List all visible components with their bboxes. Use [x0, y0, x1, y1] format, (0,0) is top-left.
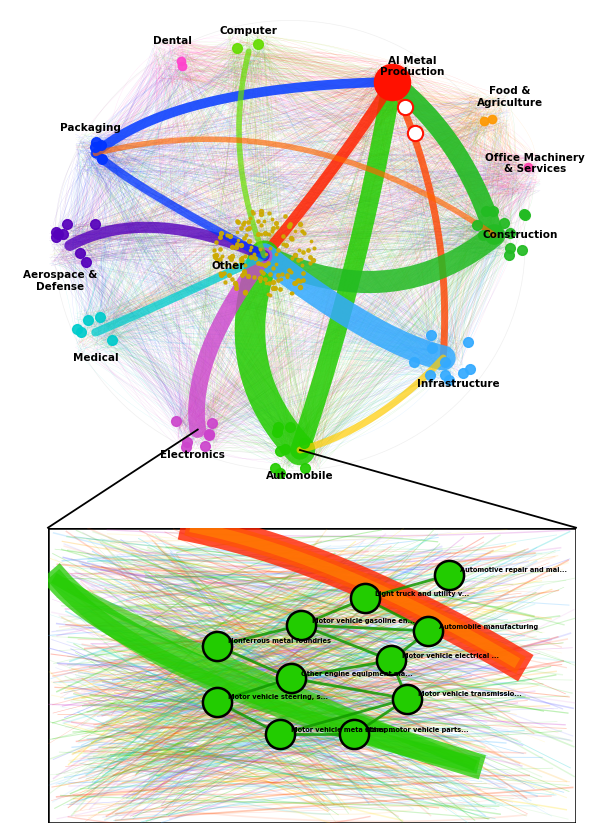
Text: Food &
Agriculture: Food & Agriculture — [476, 86, 543, 108]
Text: Nonferrous metal foundries: Nonferrous metal foundries — [227, 638, 331, 644]
Text: Motor vehicle transmissio...: Motor vehicle transmissio... — [418, 691, 521, 697]
Text: Other motor vehicle parts...: Other motor vehicle parts... — [365, 727, 469, 733]
Text: Infrastructure: Infrastructure — [417, 379, 500, 389]
Text: Dental: Dental — [153, 36, 191, 46]
Text: Computer: Computer — [220, 26, 278, 36]
Text: Motor vehicle gasoline en...: Motor vehicle gasoline en... — [312, 617, 415, 623]
Text: Medical: Medical — [73, 353, 118, 363]
Text: Construction: Construction — [482, 230, 557, 240]
Text: Electronics: Electronics — [160, 450, 225, 460]
Text: Automobile manufacturing: Automobile manufacturing — [439, 623, 538, 630]
Text: Packaging: Packaging — [60, 123, 121, 133]
Text: Motor vehicle electrical ...: Motor vehicle electrical ... — [402, 653, 499, 659]
Text: Motor vehicle meta stamp...: Motor vehicle meta stamp... — [291, 727, 395, 733]
Text: Office Machinery
& Services: Office Machinery & Services — [485, 153, 585, 175]
FancyBboxPatch shape — [48, 528, 576, 823]
Text: Automobile: Automobile — [266, 470, 334, 480]
Text: Other: Other — [212, 261, 245, 271]
Text: Automotive repair and mai...: Automotive repair and mai... — [460, 568, 567, 573]
Text: Other engine equipment ma...: Other engine equipment ma... — [301, 671, 413, 676]
Text: Al Metal
Production: Al Metal Production — [380, 56, 445, 77]
Text: Motor vehicle steering, s...: Motor vehicle steering, s... — [227, 695, 328, 701]
Text: Aerospace &
Defense: Aerospace & Defense — [23, 270, 97, 292]
Text: Light truck and utility v...: Light truck and utility v... — [376, 591, 470, 597]
